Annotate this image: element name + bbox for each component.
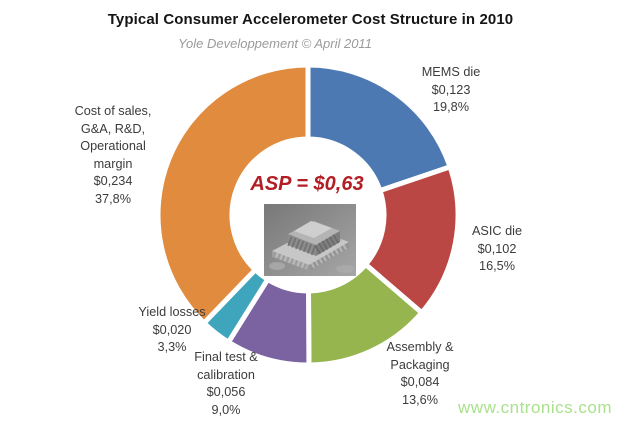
chart-subtitle: Yole Developpement © April 2011 [178, 36, 372, 51]
pie-slice-assembly-packaging [305, 261, 426, 368]
slice-label-yield-losses: Yield losses $0,020 3,3% [138, 305, 206, 354]
pie-slice-final-test-calibration [224, 275, 312, 368]
pie-slice-mems-die [305, 62, 454, 194]
watermark-site-url: www.cntronics.com [458, 398, 612, 417]
pie-slice-cost-of-sales-g-a-r-d-operational-margin [155, 62, 311, 327]
mems-chip-photo [264, 204, 356, 276]
slice-label-assembly-packaging: Assembly & Packaging $0,084 13,6% [386, 340, 454, 407]
slice-label-cost-of-sales: Cost of sales, G&A, R&D, Operational mar… [74, 104, 152, 206]
slice-label-mems-die: MEMS die $0,123 19,8% [421, 65, 481, 114]
asp-center-label: ASP = $0,63 [250, 173, 364, 195]
chip-lid [294, 221, 332, 238]
chart-title: Typical Consumer Accelerometer Cost Stru… [107, 11, 514, 28]
slice-label-asic-die: ASIC die $0,102 16,5% [471, 224, 523, 273]
pie-slice-asic-die [362, 163, 461, 317]
slice-label-final-test-calibration: Final test & calibration $0,056 9,0% [194, 350, 258, 417]
